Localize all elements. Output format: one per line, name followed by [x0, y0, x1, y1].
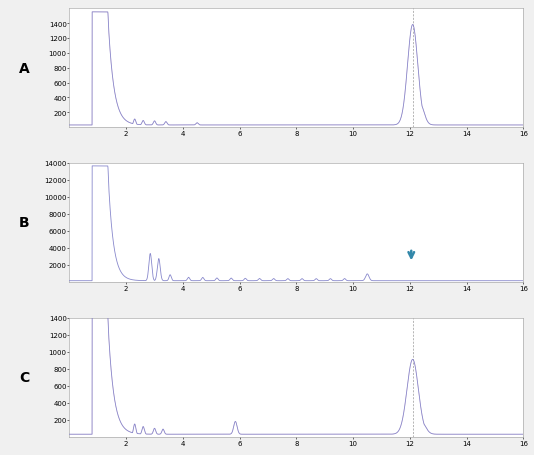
Text: A: A	[19, 61, 29, 76]
Text: C: C	[19, 370, 29, 384]
Text: B: B	[19, 216, 29, 230]
